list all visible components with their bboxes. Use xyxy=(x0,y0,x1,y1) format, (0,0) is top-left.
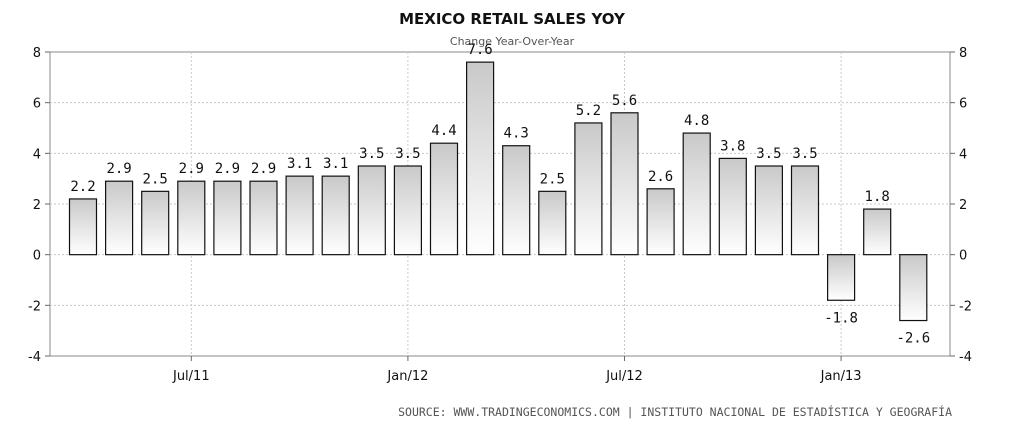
bar-value-label: 5.2 xyxy=(576,103,601,119)
bar-value-label: 2.6 xyxy=(648,169,673,185)
bar xyxy=(646,188,675,256)
y-tick-label-left: 6 xyxy=(33,97,41,112)
bar xyxy=(899,254,928,322)
bar xyxy=(141,190,170,256)
bar-value-label: 2.5 xyxy=(143,171,168,187)
x-tick-label: Jul/12 xyxy=(605,369,643,384)
x-tick-label: Jul/11 xyxy=(172,369,210,384)
bar-value-label: 2.9 xyxy=(179,161,204,177)
bar xyxy=(429,142,459,256)
bar xyxy=(321,175,350,256)
y-tick-label-left: 0 xyxy=(33,249,41,264)
bar xyxy=(790,165,820,256)
bar-value-label: 1.8 xyxy=(865,189,890,205)
bar xyxy=(682,132,711,256)
y-tick-label-right: 4 xyxy=(959,147,967,162)
bar-value-label: 3.5 xyxy=(359,146,384,162)
axes: -4 -4 -2 -2 0 0 2 2 4 4 6 6 8 8 Jul/11 Jan/12 Jul/12 Jan/… xyxy=(28,46,972,384)
chart-title: MEXICO RETAIL SALES YOY xyxy=(399,10,626,28)
bar-value-label: 2.9 xyxy=(106,161,131,177)
y-tick-label-left: 4 xyxy=(33,147,41,162)
y-tick-label-right: -4 xyxy=(959,350,972,365)
bar-value-label: 3.5 xyxy=(395,146,420,162)
bar xyxy=(718,157,747,256)
bar-value-label: 5.6 xyxy=(612,93,637,109)
bar-value-label: 3.1 xyxy=(323,156,348,172)
bar xyxy=(538,190,567,256)
bar xyxy=(466,61,495,256)
bar xyxy=(574,122,603,256)
bar xyxy=(177,180,206,256)
y-tick-label-right: 0 xyxy=(959,249,967,264)
bar xyxy=(826,254,856,301)
bar-value-label: 4.8 xyxy=(684,113,709,129)
y-tick-label-left: 8 xyxy=(33,46,41,61)
bar xyxy=(502,145,531,256)
bar xyxy=(393,165,422,256)
x-tick-label: Jan/12 xyxy=(386,369,428,384)
y-tick-label-right: 2 xyxy=(959,198,967,213)
bar xyxy=(104,180,134,256)
bar-value-label: 3.5 xyxy=(792,146,817,162)
bar xyxy=(249,180,278,256)
bar-value-label: -2.6 xyxy=(896,331,930,347)
bars xyxy=(68,61,928,322)
x-tick-label: Jan/13 xyxy=(820,369,862,384)
chart-subtitle: Change Year-Over-Year xyxy=(450,35,575,48)
bar-value-label: 3.1 xyxy=(287,156,312,172)
bar xyxy=(213,180,242,256)
bar xyxy=(285,175,314,256)
source-note: SOURCE: WWW.TRADINGECONOMICS.COM | INSTI… xyxy=(398,404,952,419)
bar-value-label: 4.3 xyxy=(504,126,529,142)
bar-value-label: 2.9 xyxy=(251,161,276,177)
y-tick-label-left: -2 xyxy=(28,299,41,314)
bar xyxy=(863,208,892,256)
bar xyxy=(68,198,98,256)
data-labels: 2.2 2.9 2.5 2.9 2.9 2.9 3.1 3.1 3.5 3.5 4.4 7.6 4.3 2… xyxy=(70,42,930,346)
bar-value-label: 3.8 xyxy=(720,138,745,154)
bar xyxy=(610,112,639,256)
y-tick-label-right: -2 xyxy=(959,299,972,314)
bar-value-label: 2.5 xyxy=(540,171,565,187)
y-tick-label-left: 2 xyxy=(33,198,41,213)
bar-value-label: 2.9 xyxy=(215,161,240,177)
y-tick-label-right: 8 xyxy=(959,46,967,61)
bar-value-label: 4.4 xyxy=(431,123,456,139)
y-tick-label-right: 6 xyxy=(959,97,967,112)
bar xyxy=(357,165,386,256)
bar xyxy=(754,165,784,256)
bar-value-label: 3.5 xyxy=(756,146,781,162)
bar-value-label: -1.8 xyxy=(824,310,858,326)
bar-value-label: 7.6 xyxy=(467,42,492,58)
bar-value-label: 2.2 xyxy=(70,179,95,195)
y-tick-label-left: -4 xyxy=(28,350,41,365)
